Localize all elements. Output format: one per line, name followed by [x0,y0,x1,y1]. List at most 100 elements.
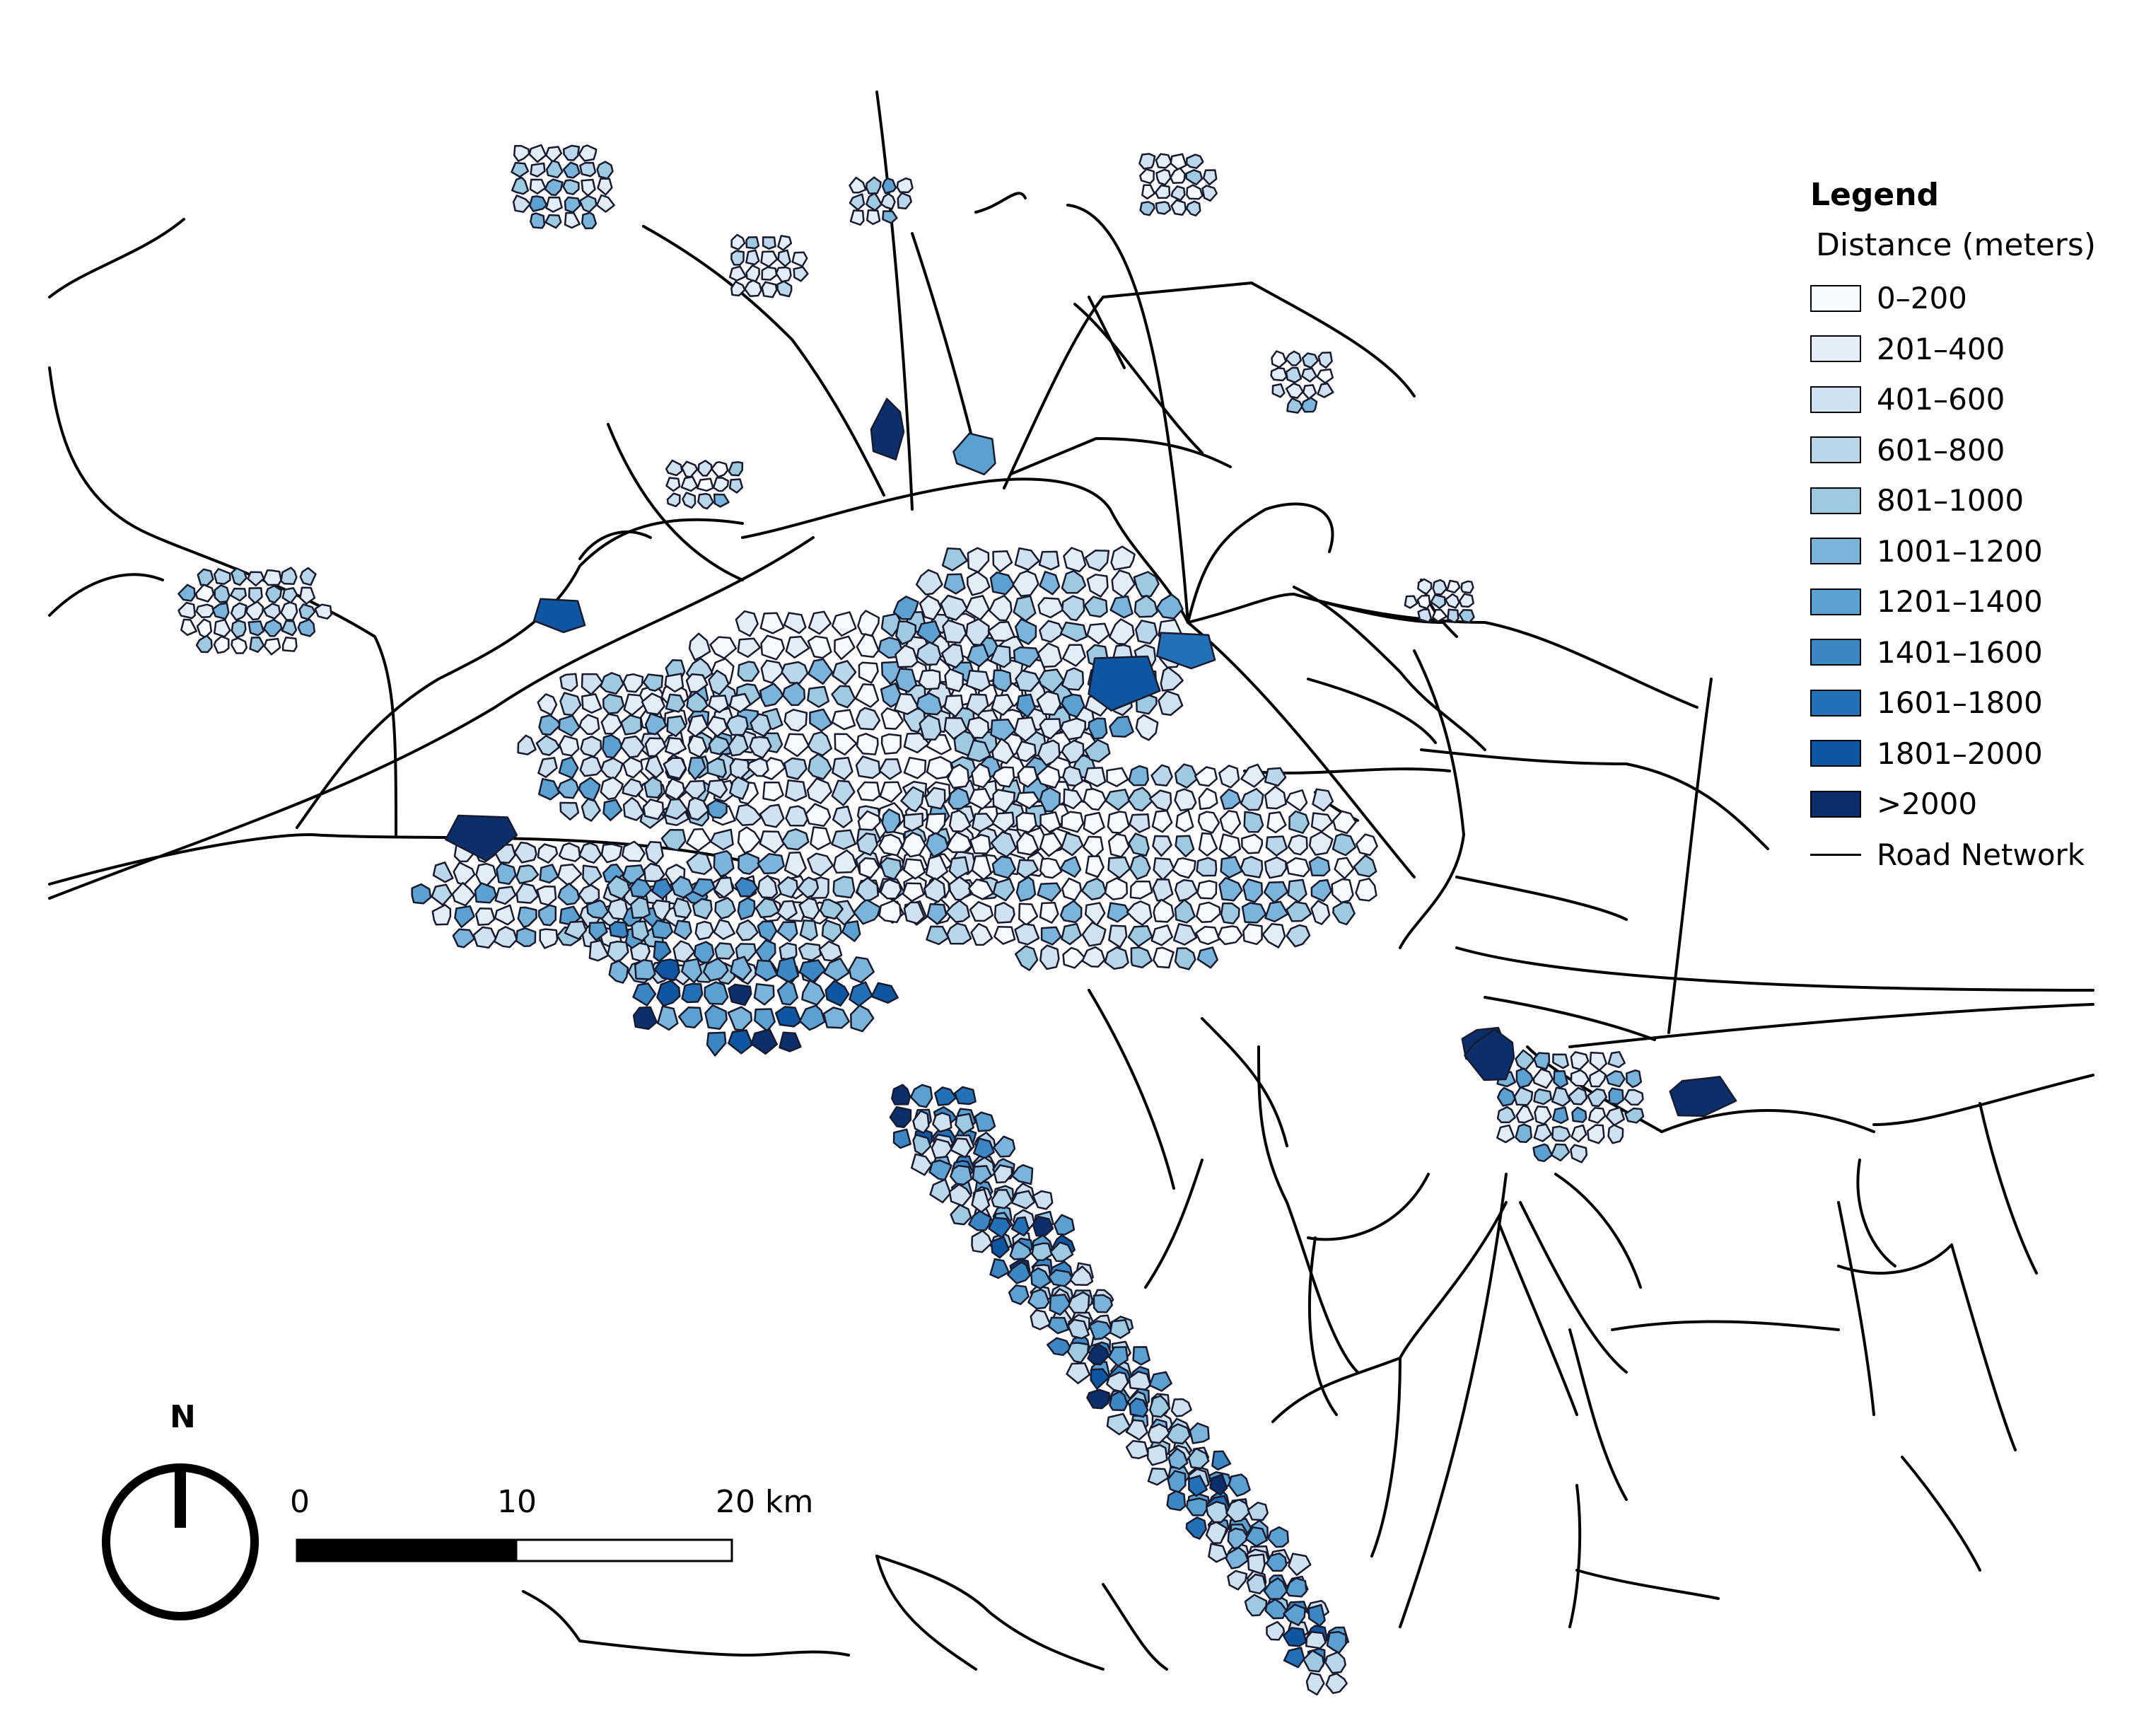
distance-polygon [932,1112,952,1133]
distance-polygon [600,757,624,780]
distance-polygon [1086,622,1110,645]
distance-polygon [620,714,643,736]
distance-polygon [1196,946,1218,969]
distance-polygon [1570,1069,1590,1087]
distance-polygon [622,673,644,693]
distance-polygon [1039,944,1060,970]
distance-polygon [1082,835,1104,859]
distance-polygon [849,176,867,194]
distance-polygon [213,635,230,654]
distance-polygon [1130,946,1153,969]
distance-polygon [866,176,882,195]
distance-polygon [562,144,581,161]
distance-polygon [1244,1594,1268,1617]
distance-polygon [1307,1603,1326,1627]
distance-polygon [578,842,602,864]
distance-polygon [1417,608,1433,623]
distance-polygon [297,618,316,637]
distance-polygon [1587,1088,1608,1108]
distance-polygon [247,620,265,637]
distance-polygon [948,856,969,880]
distance-polygon [1267,1526,1290,1548]
scale-bar-white-segment [515,1538,733,1562]
legend-entry: 201–400 [1810,324,2143,375]
distance-polygon [1417,578,1433,595]
distance-polygon [1170,185,1186,202]
distance-polygon [750,1028,778,1055]
distance-polygon [776,980,799,1006]
distance-polygon [1242,923,1263,946]
legend-entry: 601–800 [1810,425,2143,476]
distance-polygon [1286,789,1308,812]
legend-entry-road: Road Network [1810,830,2143,881]
distance-polygon [1141,184,1155,200]
distance-polygon [882,210,898,224]
distance-polygon [578,144,598,162]
distance-polygon [1287,834,1308,856]
distance-polygon [785,805,809,827]
distance-polygon [1242,878,1264,903]
distance-polygon [880,857,902,881]
distance-polygon [515,882,540,904]
distance-polygon [784,779,808,802]
distance-polygon [1125,1439,1150,1460]
distance-polygon [1061,739,1085,764]
distance-polygon [866,209,881,226]
distance-polygon [967,644,990,668]
distance-polygon [1007,1261,1031,1284]
distance-polygon [735,804,762,827]
distance-polygon [1241,833,1264,854]
distance-polygon [965,595,990,621]
distance-polygon [475,862,497,886]
distance-polygon [912,1134,932,1156]
distance-polygon [754,897,780,919]
distance-polygon [1106,1412,1131,1436]
distance-polygon [1107,811,1130,834]
legend-entry: 1001–1200 [1810,526,2143,577]
distance-polygon [902,882,925,903]
distance-polygon [1196,857,1218,877]
distance-polygon [1092,1294,1114,1313]
distance-polygon [213,568,231,585]
distance-polygon [1261,923,1286,948]
distance-polygon [1132,1346,1150,1366]
distance-polygon [1127,787,1154,812]
distance-polygon [1228,1473,1251,1497]
distance-polygon [993,1164,1013,1184]
distance-polygon [1083,788,1107,811]
distance-polygon [585,899,609,919]
distance-polygon [966,739,991,762]
distance-polygon [1317,352,1333,369]
distance-polygon [1010,1190,1036,1209]
distance-polygon [602,799,623,821]
distance-polygon [1245,1526,1268,1548]
distance-polygon [856,733,879,755]
distance-polygon [730,956,752,981]
distance-polygon [1195,901,1221,923]
distance-polygon [1568,1086,1588,1106]
distance-polygon [1038,550,1060,571]
distance-polygon [1218,833,1242,858]
distance-polygon [1218,765,1240,789]
distance-polygon [623,693,646,717]
distance-polygon [1211,1450,1232,1471]
distance-polygon [195,634,213,654]
distance-polygon [777,876,799,899]
distance-polygon [953,1086,977,1106]
distance-polygon [632,1006,658,1031]
distance-polygon [1286,397,1303,414]
distance-polygon [664,798,689,820]
distance-polygon [1571,1124,1587,1143]
distance-polygon [559,735,580,757]
distance-polygon [1061,595,1085,622]
distance-polygon [993,1135,1016,1158]
distance-polygon [706,1031,727,1057]
distance-polygon [595,194,615,213]
distance-polygon [581,673,604,696]
distance-polygon [1317,383,1334,398]
distance-polygon [891,1084,911,1106]
distance-polygon [810,826,832,851]
distance-polygon [1404,595,1418,609]
distance-polygon [1312,788,1334,812]
distance-polygon [1037,642,1063,668]
